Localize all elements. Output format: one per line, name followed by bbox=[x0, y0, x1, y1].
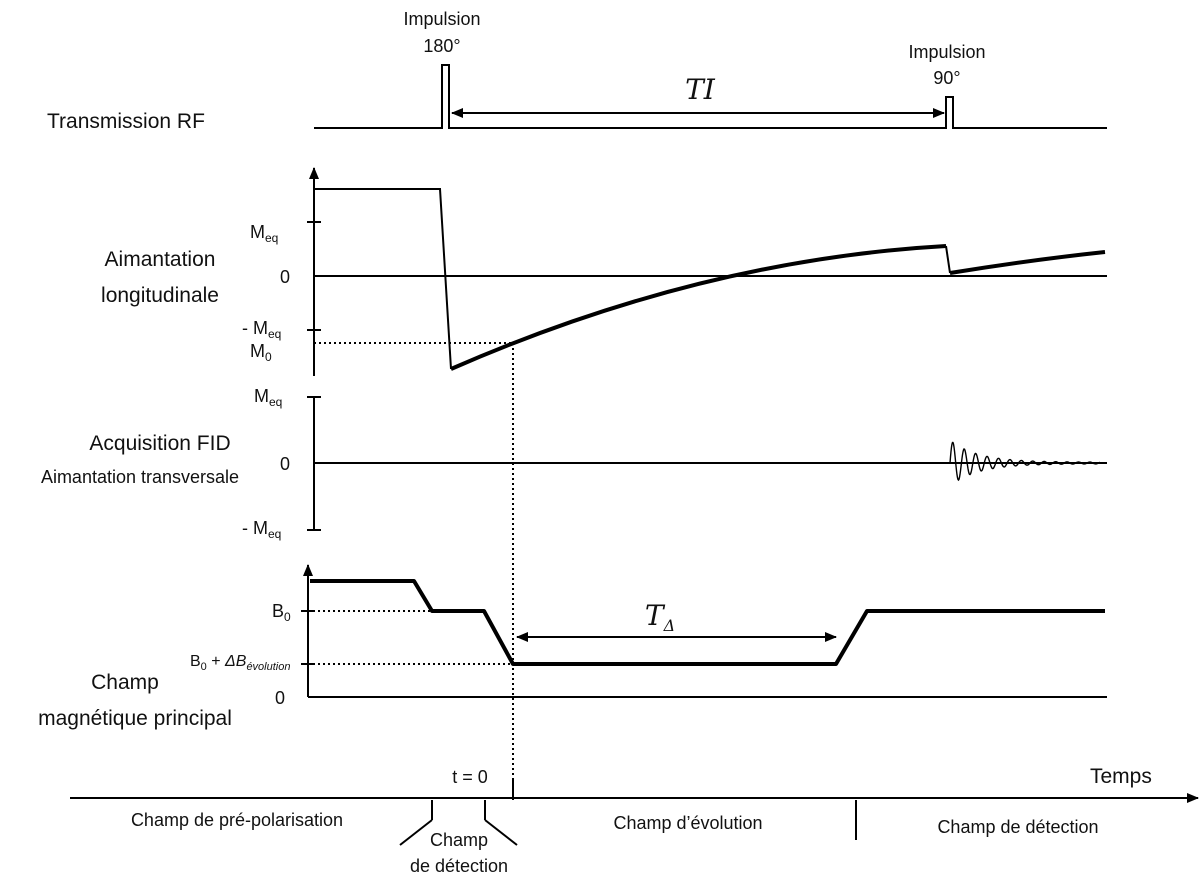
fid-label-1: Acquisition FID bbox=[89, 432, 230, 455]
field-zero-label: 0 bbox=[275, 688, 285, 708]
field-section: Champ magnétique principal B0 B0 + ΔBévo… bbox=[38, 564, 1107, 730]
phase-detection-2: Champ de détection bbox=[937, 817, 1098, 837]
rf-trace bbox=[314, 64, 1107, 129]
b0-label: B0 bbox=[272, 601, 291, 624]
fid-zero-label: 0 bbox=[280, 454, 290, 474]
field-label-2: magnétique principal bbox=[38, 707, 232, 730]
phase-detection-1-line-1: Champ bbox=[430, 830, 488, 850]
fid-section: Acquisition FID Aimantation transversale… bbox=[41, 386, 1107, 541]
longitudinal-label-1: Aimantation bbox=[105, 248, 216, 271]
m0-label: M0 bbox=[250, 341, 272, 364]
pulse-180-label-2: 180° bbox=[423, 36, 460, 56]
time-axis-section: Temps Champ de pré-polarisation Champ de… bbox=[70, 765, 1199, 876]
longitudinal-post-90-curve bbox=[949, 250, 1106, 275]
fid-meq-label: Meq bbox=[254, 386, 282, 409]
pulse-180-label-1: Impulsion bbox=[403, 9, 480, 29]
rf-label: Transmission RF bbox=[47, 110, 205, 133]
t-delta-label: TΔ bbox=[645, 599, 675, 635]
zero-label: 0 bbox=[280, 267, 290, 287]
fid-signal bbox=[949, 441, 1101, 482]
phase-detection-1-line-2: de détection bbox=[410, 856, 508, 876]
phase-boundary-2-tail bbox=[484, 819, 518, 846]
longitudinal-90-drop bbox=[945, 245, 951, 274]
field-label-1: Champ bbox=[91, 671, 159, 694]
phase-evolution: Champ d’évolution bbox=[613, 813, 762, 833]
longitudinal-section: Aimantation longitudinale Meq 0 - Meq M0 bbox=[101, 167, 1107, 376]
longitudinal-trace-drop bbox=[314, 188, 452, 370]
t0-label: t = 0 bbox=[452, 767, 488, 787]
time-axis-label: Temps bbox=[1090, 765, 1152, 788]
fid-label-2: Aimantation transversale bbox=[41, 467, 239, 487]
meq-label: Meq bbox=[250, 222, 278, 245]
rf-section: Transmission RF Impulsion 180° Impulsion… bbox=[47, 9, 1107, 133]
ti-label: TI bbox=[685, 73, 716, 106]
pulse-90-label-2: 90° bbox=[933, 68, 960, 88]
b0-delta-label: B0 + ΔBévolution bbox=[190, 653, 290, 673]
field-trace bbox=[310, 579, 1105, 666]
phase-prepolarisation: Champ de pré-polarisation bbox=[131, 810, 343, 830]
longitudinal-recovery-curve bbox=[450, 244, 947, 371]
fid-neg-meq-label: - Meq bbox=[242, 518, 281, 541]
pulse-90-label-1: Impulsion bbox=[908, 42, 985, 62]
phase-boundary-1-tail bbox=[399, 819, 433, 846]
neg-meq-label: - Meq bbox=[242, 318, 281, 341]
longitudinal-label-2: longitudinale bbox=[101, 284, 219, 307]
